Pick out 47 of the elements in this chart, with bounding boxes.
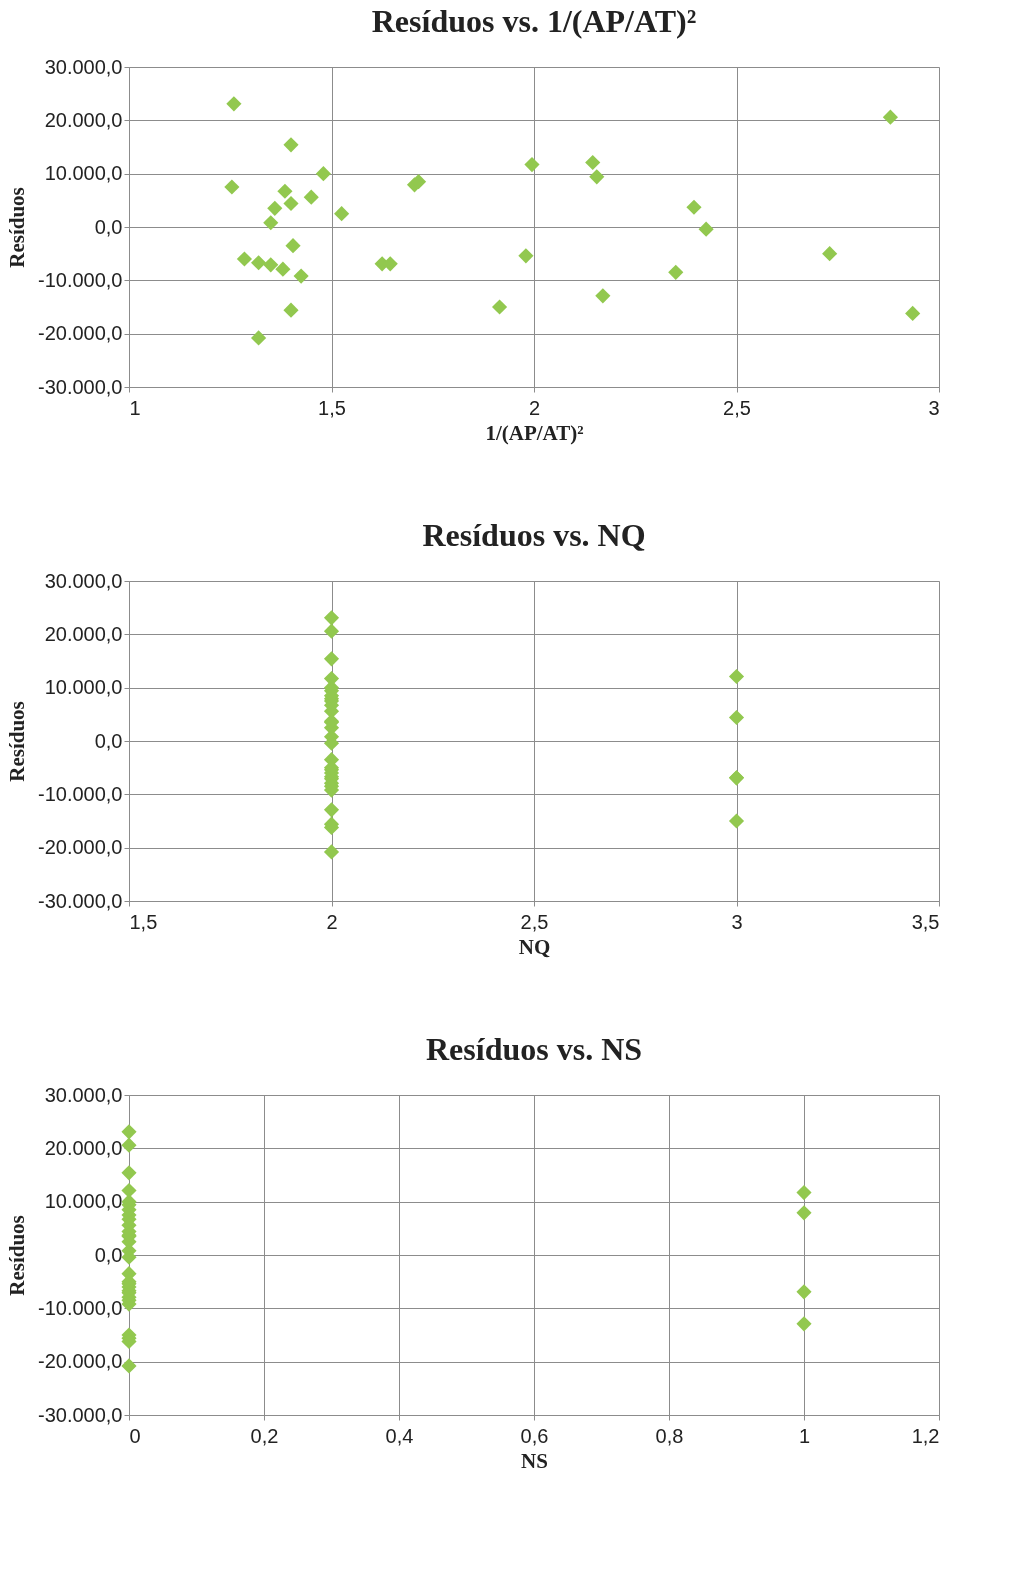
y-tick-label: 20.000,0 xyxy=(44,1136,123,1159)
x-tick-label: 0 xyxy=(129,1424,141,1447)
x-tick-label: 1 xyxy=(798,1424,811,1447)
x-tick-label: 1,5 xyxy=(129,910,158,933)
chart-title: Resíduos vs. NS xyxy=(425,1031,643,1067)
y-tick-label: 0,0 xyxy=(94,1243,123,1266)
y-tick-label: -30.000,0 xyxy=(37,1403,123,1426)
y-tick-label: -20.000,0 xyxy=(37,322,123,345)
x-tick-label: 3,5 xyxy=(911,910,940,933)
y-tick-label: 0,0 xyxy=(94,729,123,752)
chart-title: Resíduos vs. 1/(AP/AT)² xyxy=(371,3,697,39)
x-tick-label: 1,2 xyxy=(911,1424,940,1447)
x-tick-label: 2,5 xyxy=(520,910,549,933)
x-axis-title: 1/(AP/AT)² xyxy=(485,420,584,445)
x-tick-label: 2,5 xyxy=(723,396,751,419)
y-tick-label: 30.000,0 xyxy=(44,55,123,78)
x-tick-label: 3 xyxy=(731,910,743,933)
y-tick-label: -30.000,0 xyxy=(37,889,123,912)
x-tick-label: 0,8 xyxy=(655,1424,684,1447)
y-tick-label: 10.000,0 xyxy=(44,162,123,185)
y-axis-title: Resíduos xyxy=(4,701,29,782)
x-axis-title: NS xyxy=(521,1448,548,1473)
y-tick-label: 30.000,0 xyxy=(44,569,123,592)
y-tick-label: -20.000,0 xyxy=(37,836,123,859)
y-tick-label: 10.000,0 xyxy=(44,676,123,699)
y-tick-label: -10.000,0 xyxy=(37,268,123,291)
x-tick-label: 0,4 xyxy=(385,1424,414,1447)
y-tick-label: -20.000,0 xyxy=(37,1350,123,1373)
y-tick-label: 10.000,0 xyxy=(44,1190,123,1213)
y-axis-title: Resíduos xyxy=(4,187,29,268)
y-tick-label: -10.000,0 xyxy=(37,1296,123,1319)
x-tick-label: 3 xyxy=(928,396,940,419)
y-axis-title: Resíduos xyxy=(4,1215,29,1296)
y-tick-label: 20.000,0 xyxy=(44,622,123,645)
chart-title: Resíduos vs. NQ xyxy=(422,517,646,553)
x-tick-label: 1 xyxy=(129,396,141,419)
x-tick-label: 0,2 xyxy=(250,1424,279,1447)
y-tick-label: 20.000,0 xyxy=(44,108,123,131)
x-tick-label: 2 xyxy=(326,910,338,933)
y-tick-label: 30.000,0 xyxy=(44,1083,123,1106)
y-tick-label: 0,0 xyxy=(94,215,123,238)
x-tick-label: 1,5 xyxy=(318,396,346,419)
x-axis-title: NQ xyxy=(518,934,551,959)
y-tick-label: -30.000,0 xyxy=(37,375,123,398)
x-tick-label: 0,6 xyxy=(520,1424,549,1447)
x-tick-label: 2 xyxy=(528,396,541,419)
y-tick-label: -10.000,0 xyxy=(37,782,123,805)
